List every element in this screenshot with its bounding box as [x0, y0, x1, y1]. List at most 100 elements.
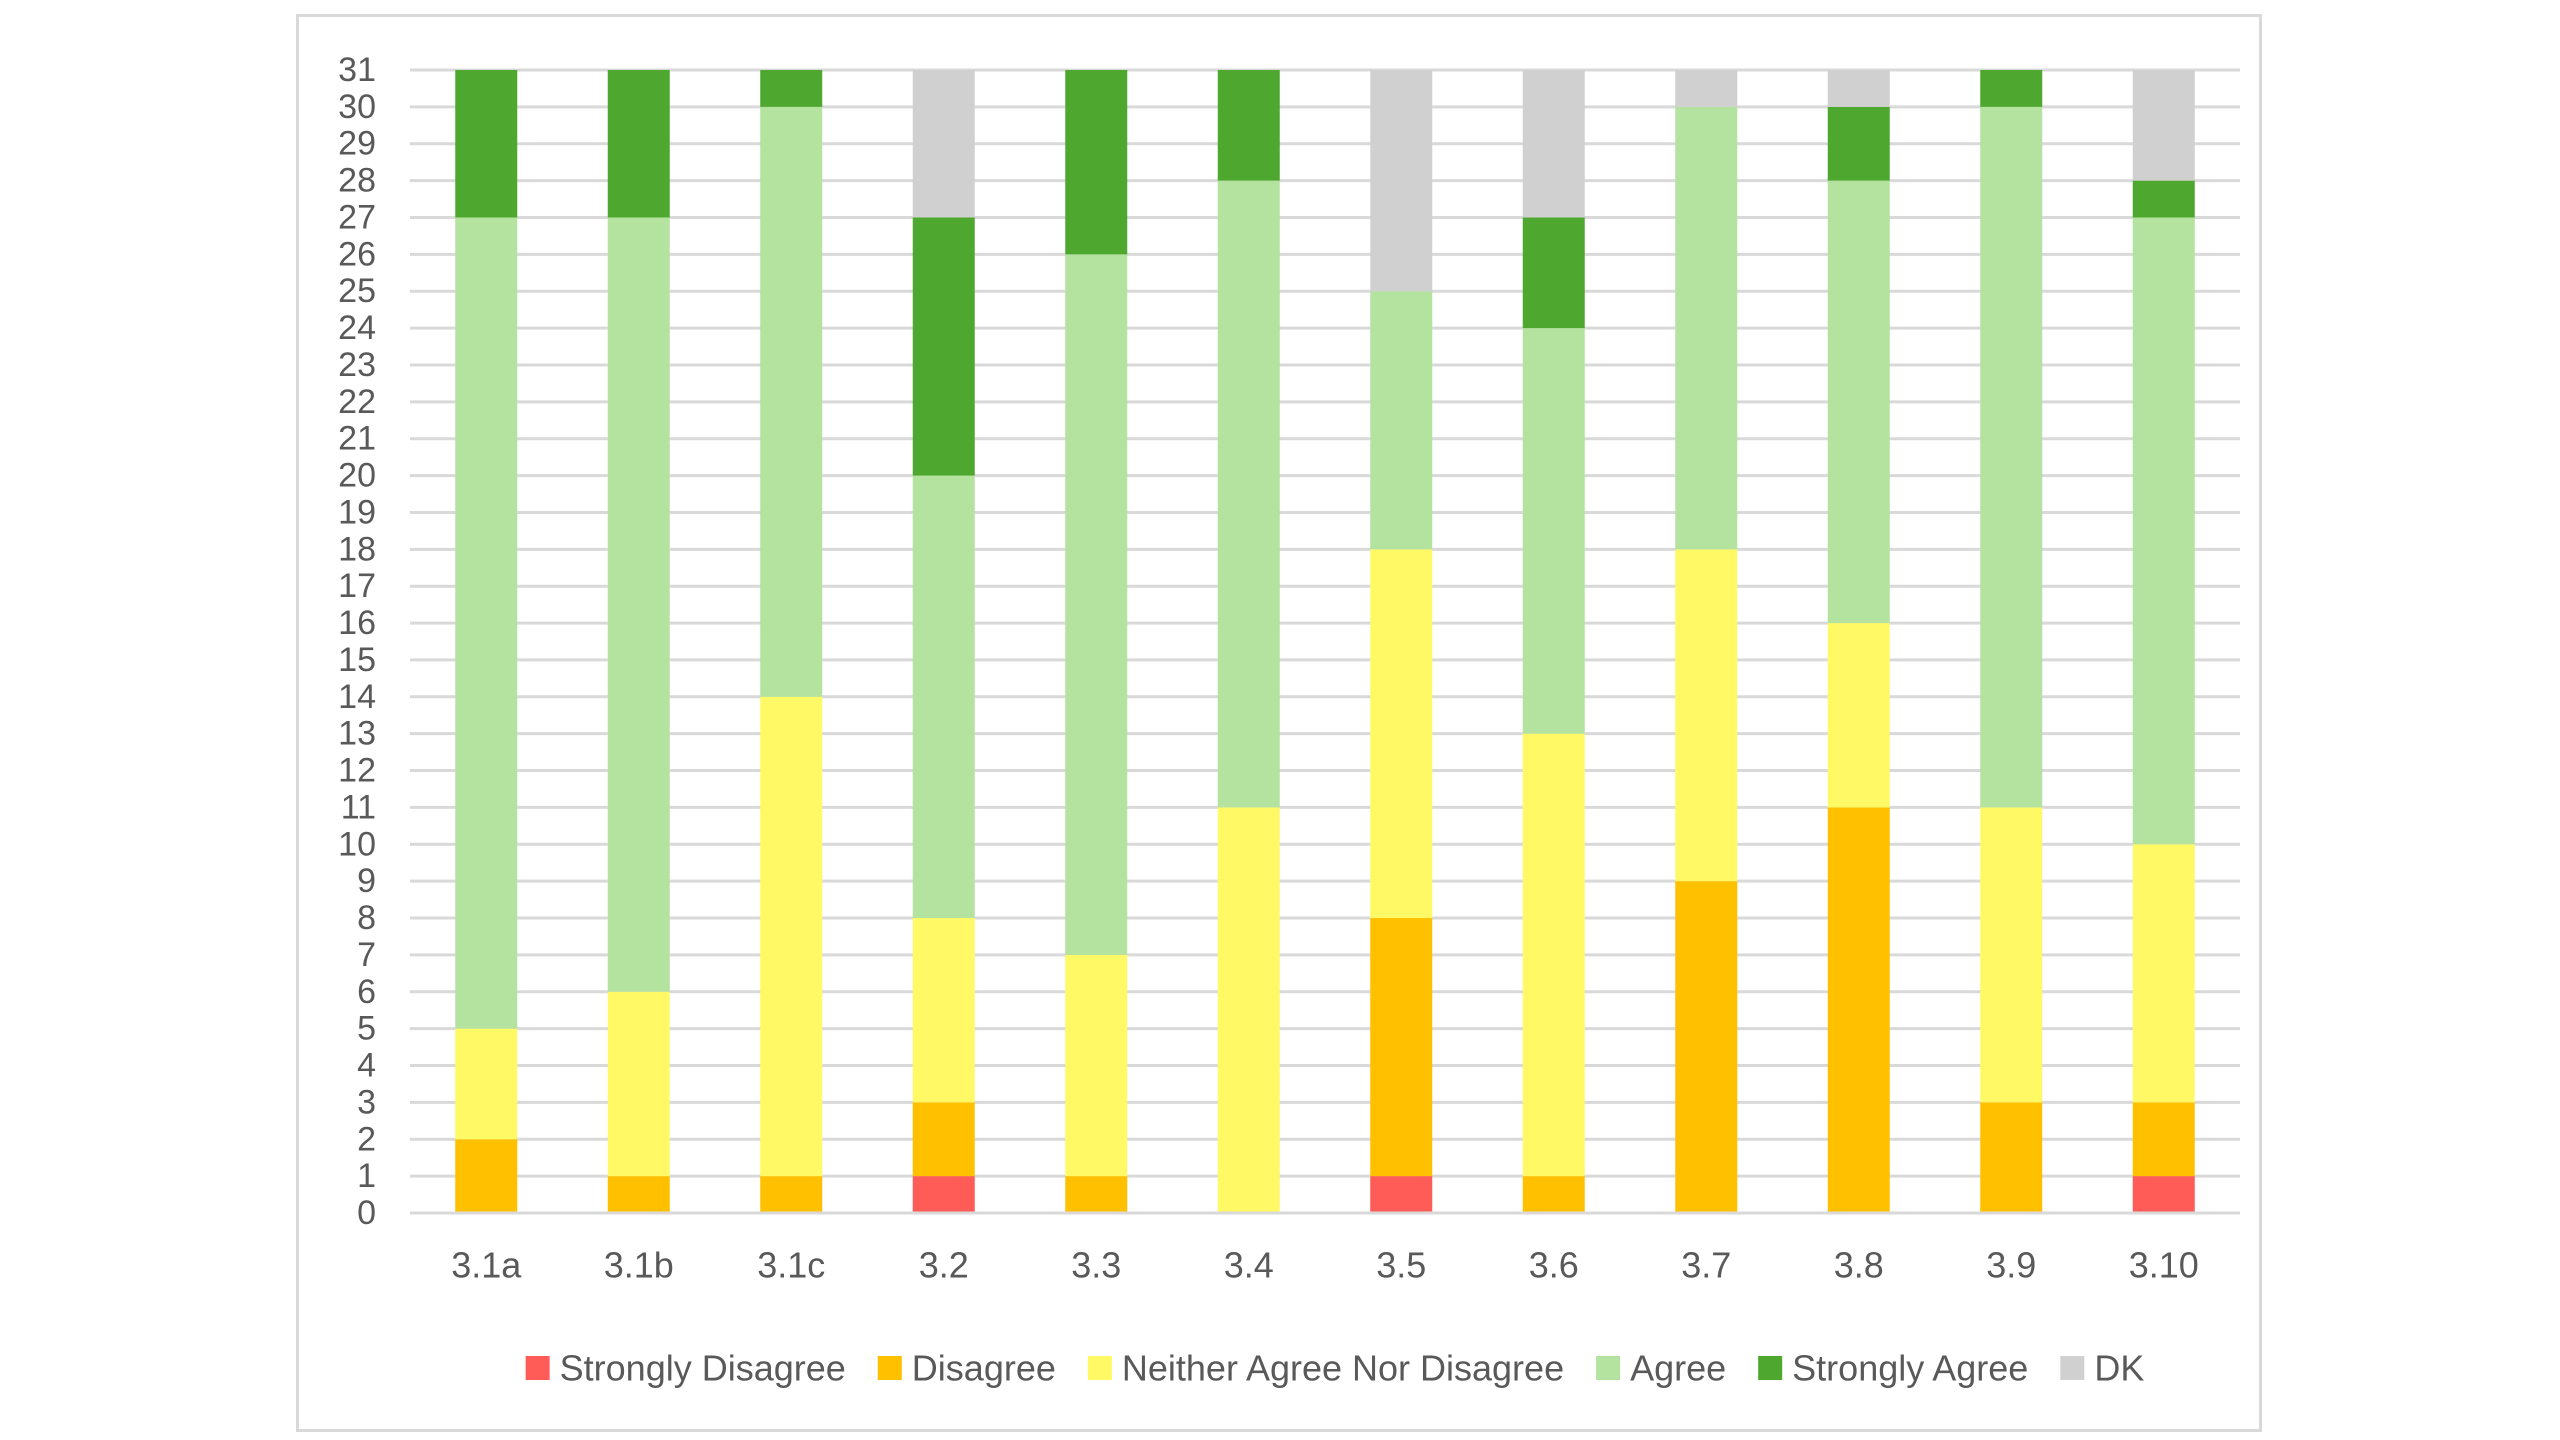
y-tick-label: 22 [338, 383, 376, 421]
bar-segment [1675, 549, 1738, 882]
y-tick-label: 24 [338, 309, 376, 347]
y-tick-label: 21 [338, 420, 376, 458]
y-tick-label: 11 [341, 788, 376, 826]
legend-item: Agree [1596, 1348, 1726, 1389]
x-category-label: 3.1a [451, 1245, 522, 1286]
y-tick-label: 30 [338, 88, 376, 126]
gridlines [410, 68, 2240, 1178]
y-tick-label: 2 [357, 1120, 376, 1158]
y-tick-label: 7 [357, 936, 376, 974]
y-tick-label: 31 [338, 51, 376, 89]
bar-segment [1370, 1176, 1433, 1213]
bar-segment [1980, 1102, 2043, 1213]
bar-segment [1522, 1176, 1585, 1213]
bar-segment [1522, 328, 1585, 734]
x-category-label: 3.1b [604, 1245, 674, 1286]
bar-segment [912, 1176, 975, 1213]
x-category-label: 3.1c [757, 1245, 825, 1286]
x-category-label: 3.3 [1071, 1245, 1121, 1286]
x-category-label: 3.2 [919, 1245, 969, 1286]
bar-segment [1217, 180, 1280, 808]
bar-segment [2132, 1176, 2195, 1213]
bar-segment [607, 70, 670, 218]
y-tick-label: 3 [357, 1083, 376, 1121]
bar-segment [1980, 807, 2043, 1103]
legend-swatch [525, 1356, 550, 1380]
bar-segment [455, 1028, 518, 1140]
bar-segment [607, 217, 670, 992]
x-category-label: 3.4 [1224, 1245, 1274, 1286]
legend-label: Disagree [912, 1348, 1056, 1389]
bar-segment [1522, 70, 1585, 218]
bar-segment [1980, 70, 2043, 107]
legend-swatch [877, 1356, 902, 1380]
x-axis-category-labels: 3.1a 3.1b 3.1c 3.2 3.3 3.4 3.5 3.6 3.7 3.8 3.9 3.10 [451, 1245, 2199, 1286]
bar-segment [1827, 807, 1890, 1213]
bar-segment [2132, 844, 2195, 1103]
x-category-label: 3.10 [2129, 1245, 2199, 1286]
y-axis-tick-labels: 0123456789101112131415161718192021222324… [338, 51, 376, 1232]
bar-segment [455, 217, 518, 1029]
bar-segment [1065, 1176, 1128, 1213]
y-tick-label: 29 [338, 125, 376, 163]
y-tick-label: 25 [338, 272, 376, 310]
y-tick-label: 17 [338, 567, 376, 605]
bar-segment [912, 217, 975, 476]
x-category-label: 3.5 [1376, 1245, 1426, 1286]
bar-segment [2132, 180, 2195, 218]
bar-segment [1827, 180, 1890, 624]
y-tick-label: 18 [338, 530, 376, 568]
bar-segment [455, 70, 518, 218]
bar-segment [1065, 954, 1128, 1177]
bar-segment [607, 991, 670, 1177]
y-tick-label: 10 [338, 825, 376, 863]
bar-segment [1675, 106, 1738, 550]
bar-segment [1370, 918, 1433, 1177]
bar-segment [1370, 291, 1433, 550]
bar-segment [1827, 106, 1890, 181]
bar-segment [1675, 70, 1738, 107]
y-tick-label: 20 [338, 457, 376, 495]
y-tick-label: 4 [357, 1047, 376, 1085]
y-tick-label: 8 [357, 899, 376, 937]
legend-label: Agree [1630, 1348, 1726, 1389]
y-tick-label: 5 [357, 1010, 376, 1048]
bar-segment [1370, 549, 1433, 919]
bar-segment [1370, 70, 1433, 292]
bar-segment [760, 70, 823, 107]
legend-swatch [1758, 1356, 1783, 1380]
bar-segment [1675, 881, 1738, 1213]
y-tick-label: 15 [338, 641, 376, 679]
bar-segment [2132, 70, 2195, 181]
legend-item: Neither Agree Nor Disagree [1087, 1348, 1564, 1389]
y-tick-label: 19 [338, 493, 376, 531]
bar-segment [2132, 1102, 2195, 1177]
bar-segment [1217, 70, 1280, 181]
y-tick-label: 0 [357, 1194, 376, 1232]
bar-segment [760, 106, 823, 697]
y-tick-label: 9 [357, 862, 376, 900]
x-category-label: 3.8 [1834, 1245, 1884, 1286]
y-tick-label: 16 [338, 604, 376, 642]
bar-segment [1980, 106, 2043, 808]
bar-segment [760, 696, 823, 1177]
bar-segment [1065, 70, 1128, 255]
legend-swatch [2060, 1356, 2085, 1380]
bar-segment [455, 1139, 518, 1213]
bar-segment [1065, 254, 1128, 955]
x-category-label: 3.7 [1681, 1245, 1731, 1286]
bar-segment [1522, 733, 1585, 1177]
legend-item: Strongly Disagree [525, 1348, 846, 1389]
bar-segment [1522, 217, 1585, 329]
x-category-label: 3.6 [1529, 1245, 1579, 1286]
y-tick-label: 26 [338, 235, 376, 273]
y-tick-label: 1 [357, 1157, 376, 1195]
y-tick-label: 23 [338, 346, 376, 384]
bar-segment [607, 1176, 670, 1213]
bar-segment [1217, 807, 1280, 1213]
bar-segment [1827, 623, 1890, 808]
legend-item: Disagree [877, 1348, 1056, 1389]
y-tick-label: 28 [338, 162, 376, 200]
bar-segment [760, 1176, 823, 1213]
